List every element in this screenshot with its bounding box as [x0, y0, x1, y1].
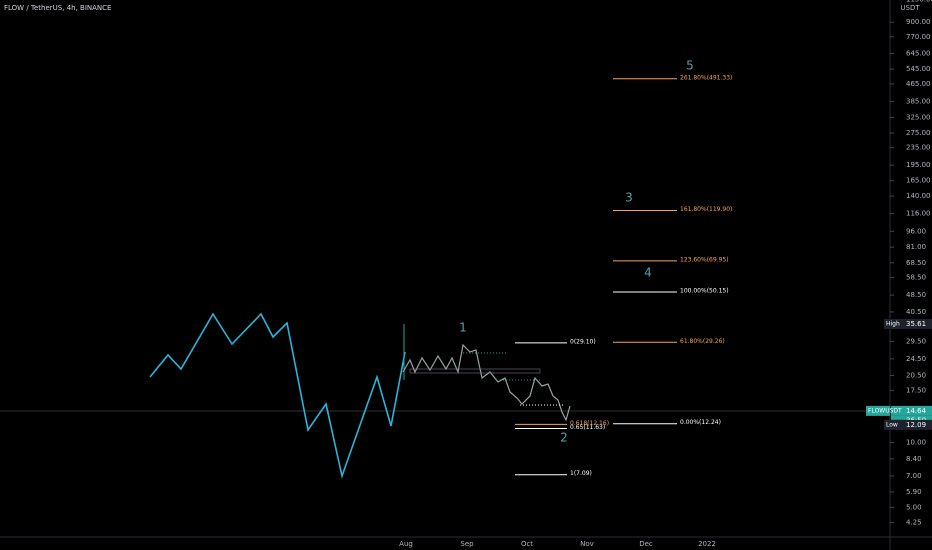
fib-label: 1(7.09) — [570, 470, 592, 477]
price-label: 645.00 — [906, 49, 931, 57]
wave-label: 3 — [625, 191, 633, 205]
price-label: 58.50 — [906, 274, 926, 282]
fib-label: 161.80%(119.90) — [680, 206, 732, 213]
symbol-header: FLOW / TetherUS, 4h, BINANCE — [4, 4, 111, 12]
time-label: Dec — [639, 540, 653, 548]
price-badge — [891, 318, 932, 329]
price-label: 275.00 — [906, 129, 931, 137]
fib-label: 0(29.10) — [570, 338, 596, 345]
badge-name: High — [886, 320, 900, 327]
price-badge — [891, 405, 932, 416]
wave-label: 4 — [644, 266, 652, 280]
price-label: 20.50 — [906, 372, 926, 380]
price-label: 165.00 — [906, 177, 931, 185]
price-label: 770.00 — [906, 33, 931, 41]
price-label: 235.00 — [906, 144, 931, 152]
price-label: 96.00 — [906, 227, 926, 235]
price-label: 900.00 — [906, 18, 931, 26]
wave-label: 5 — [686, 59, 694, 73]
price-label: 48.50 — [906, 291, 926, 299]
fib-label: 0.65(11.63) — [570, 424, 605, 431]
price-label: 140.00 — [906, 192, 931, 200]
price-label: 29.50 — [906, 338, 926, 346]
fib-label: 0.00%(12.24) — [680, 419, 721, 426]
time-label: Oct — [521, 540, 533, 548]
time-label: 2022 — [698, 540, 716, 548]
price-label: 81.00 — [906, 243, 926, 251]
range-box — [409, 368, 541, 374]
wave-label: 1 — [459, 321, 467, 335]
price-label: 10.00 — [906, 439, 926, 447]
fib-label: 0.618(12.16) — [570, 420, 609, 427]
badge-tag — [884, 318, 904, 329]
badge-tag — [884, 419, 904, 430]
price-label: 195.00 — [906, 161, 931, 169]
time-label: Nov — [580, 540, 594, 548]
price-badge-value: 12.09 — [906, 421, 926, 429]
price-label: 116.00 — [906, 210, 931, 218]
wave-label: 2 — [560, 431, 568, 445]
price-label: 545.00 — [906, 65, 931, 73]
fib-label: 61.80%(29.26) — [680, 338, 725, 345]
price-label: 17.50 — [906, 386, 926, 394]
time-label: Sep — [460, 540, 474, 548]
price-label: 1150.00 — [906, 0, 932, 3]
price-label: 465.00 — [906, 80, 931, 88]
price-label: 325.00 — [906, 113, 931, 121]
price-label: 8.40 — [906, 455, 922, 463]
badge-name: Low — [886, 421, 898, 428]
price-label: 24.50 — [906, 355, 926, 363]
fib-label: 123.60%(69.95) — [680, 256, 729, 263]
price-label: 5.90 — [906, 488, 922, 496]
price-label: 68.50 — [906, 259, 926, 267]
currency-label: USDT — [900, 4, 920, 12]
price-label: 385.00 — [906, 98, 931, 106]
badge-tag — [866, 405, 890, 416]
price-badge-value: 35.61 — [906, 320, 926, 328]
projection-path — [149, 312, 406, 479]
price-badge-value: 14.64 — [906, 407, 927, 415]
price-label: 40.50 — [906, 308, 926, 316]
price-label: 4.25 — [906, 519, 922, 527]
price-label: 5.00 — [906, 503, 922, 511]
price-badge — [891, 419, 932, 430]
price-path — [402, 343, 571, 422]
fib-label: 100.00%(50.15) — [680, 287, 729, 294]
fib-label: 261.80%(491.33) — [680, 74, 732, 81]
price-label: 7.00 — [906, 472, 922, 480]
badge-name: FLOWUSDT — [868, 407, 902, 414]
time-label: Aug — [399, 540, 413, 548]
